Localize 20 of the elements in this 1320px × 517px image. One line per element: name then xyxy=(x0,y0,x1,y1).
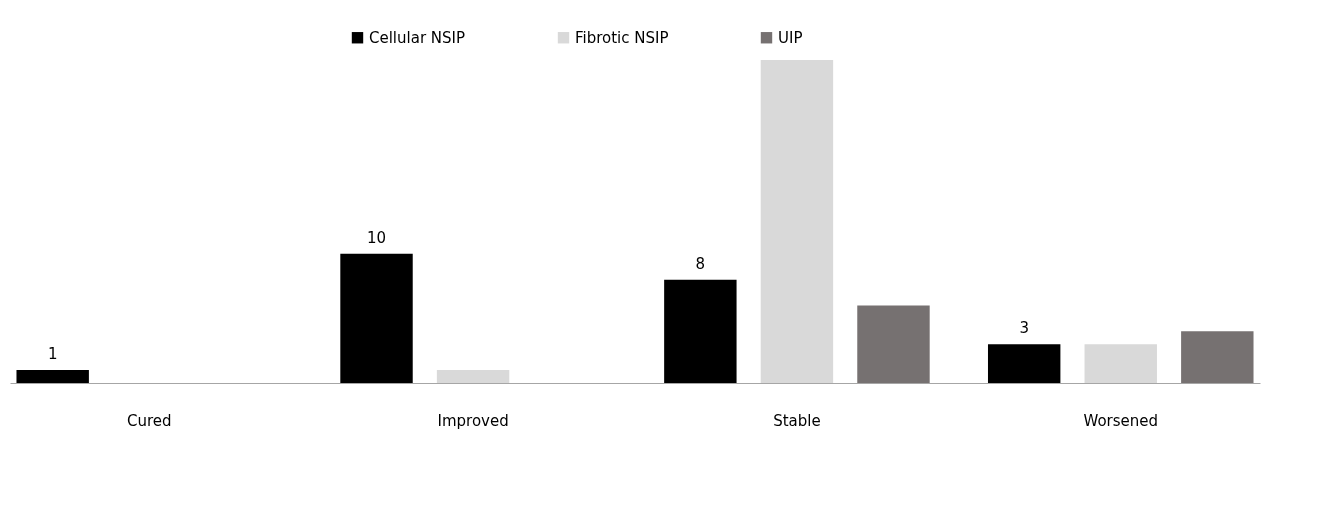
x-tick-label: Stable xyxy=(773,411,821,430)
legend-label: UIP xyxy=(778,28,803,47)
data-label: 10 xyxy=(366,228,387,247)
bar xyxy=(1181,331,1254,383)
bar xyxy=(760,60,834,383)
bar xyxy=(436,370,510,383)
x-tick-label: Improved xyxy=(437,411,509,430)
bar xyxy=(340,253,413,383)
x-tick-label: Worsened xyxy=(1083,411,1159,430)
x-tick-label: Cured xyxy=(126,411,172,430)
legend-label: Fibrotic NSIP xyxy=(575,28,669,47)
bar xyxy=(16,370,89,383)
data-label: 1 xyxy=(47,345,58,364)
bar xyxy=(987,344,1061,383)
bar xyxy=(857,305,930,383)
bar xyxy=(1084,344,1157,383)
data-label: 8 xyxy=(695,254,706,273)
legend-label: Cellular NSIP xyxy=(369,28,466,47)
data-label: 3 xyxy=(1019,319,1029,338)
bar xyxy=(664,279,737,383)
